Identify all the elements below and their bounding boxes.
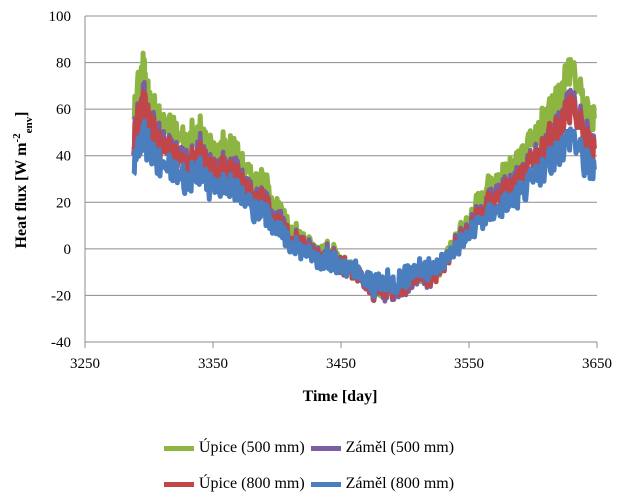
chart: -40 -20 0 20 40 60 80 100 3250 3350 3450 3550 3650 T… [11,9,613,405]
legend-swatch-zamel-800 [310,481,341,487]
legend-item: Úpice (500 mm) [163,439,305,457]
series-lines [131,50,597,304]
legend-item: Záměl (500 mm) [310,439,455,457]
y-axis-title: Heat flux [W m-2env] [11,112,35,249]
y-tick-label: -40 [51,335,71,351]
legend-label: Úpice (500 mm) [198,439,305,456]
legend-swatch-upice-800 [163,481,194,487]
y-tick-label: 20 [56,195,71,211]
legend-swatch-zamel-500 [310,445,341,451]
y-tick-label: 60 [56,102,71,118]
tick-labels: -40 -20 0 20 40 60 80 100 3250 3350 3450 3550 3650 [49,9,613,372]
legend: Úpice (500 mm) Záměl (500 mm) Úpice (800… [0,430,618,502]
x-tick-label: 3250 [70,356,100,372]
y-tick-label: -20 [51,288,71,304]
x-tick-label: 3350 [198,356,228,372]
legend-swatch-upice-500 [163,445,194,451]
y-tick-label: 40 [56,149,71,165]
x-tick-label: 3550 [454,356,484,372]
x-tick-label: 3450 [326,356,356,372]
y-tick-label: 0 [64,242,72,258]
legend-label: Úpice (800 mm) [198,475,305,492]
legend-item: Záměl (800 mm) [310,475,455,493]
legend-label: Záměl (500 mm) [345,439,455,456]
y-tick-label: 100 [49,9,72,25]
legend-item: Úpice (800 mm) [163,475,305,493]
legend-label: Záměl (800 mm) [345,475,455,492]
x-tick-label: 3650 [582,356,612,372]
series-line [131,118,597,300]
y-tick-label: 80 [56,56,71,72]
x-axis-title: Time [day] [303,388,378,405]
